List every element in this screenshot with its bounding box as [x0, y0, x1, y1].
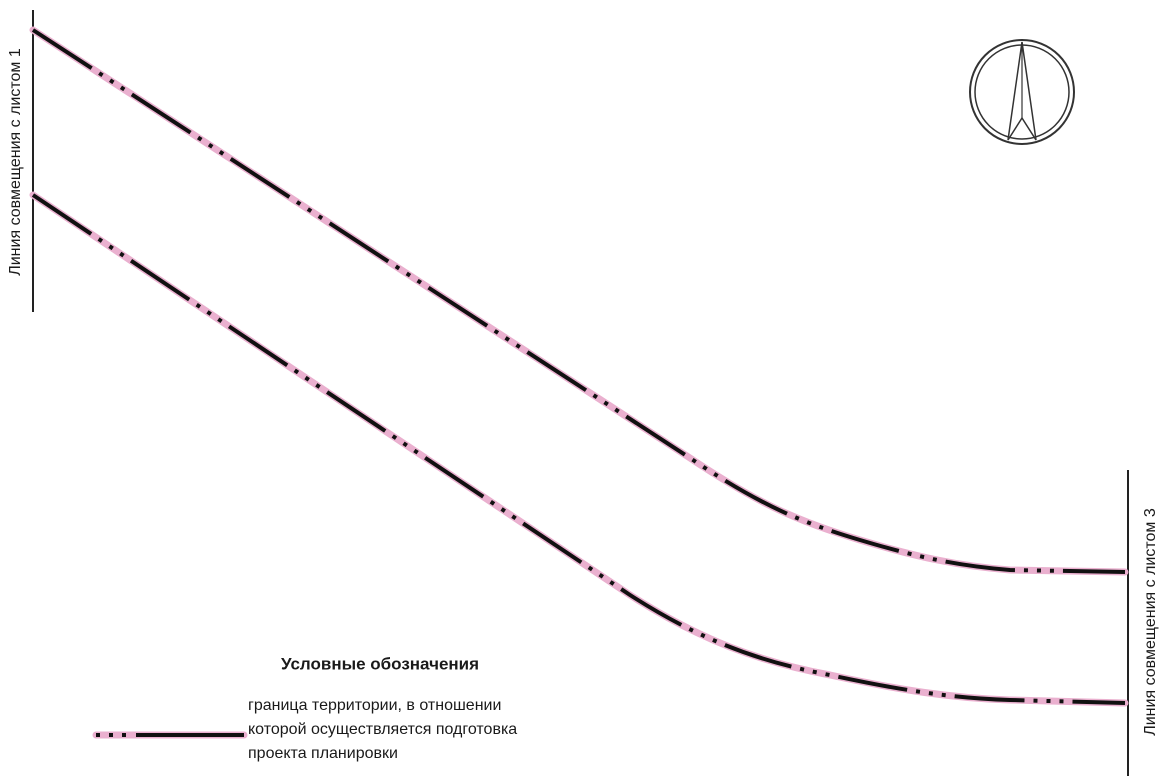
territory-boundary: [29, 26, 1129, 576]
legend-text: проекта планировки: [248, 745, 398, 762]
match-line-label: Линия совмещения с листом 3: [1142, 508, 1159, 736]
legend-text: которой осуществляется подготовка: [248, 721, 517, 738]
north-arrow: [969, 39, 1075, 145]
legend-title: Условные обозначения: [281, 654, 479, 673]
match-line-label: Линия совмещения с листом 1: [7, 48, 24, 276]
legend-text: граница территории, в отношении: [248, 697, 501, 714]
territory-boundary: [29, 191, 1129, 707]
